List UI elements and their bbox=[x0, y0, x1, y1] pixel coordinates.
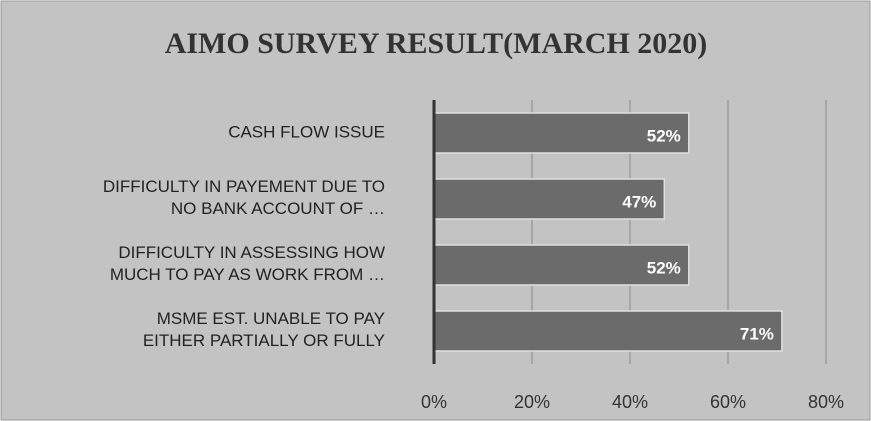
y-tick-label: CASH FLOW ISSUE bbox=[228, 122, 385, 141]
x-tick-label: 0% bbox=[421, 392, 447, 412]
y-tick-label: DIFFICULTY IN ASSESSING HOW MUCH TO PAY A… bbox=[110, 243, 385, 284]
x-tick-label: 40% bbox=[612, 392, 648, 412]
y-tick-label: MSME EST. UNABLE TO PAY EITHER PARTIALLY … bbox=[143, 309, 385, 350]
bar bbox=[433, 112, 690, 154]
value-label: 47% bbox=[622, 192, 656, 211]
bar bbox=[433, 244, 690, 286]
value-label: 71% bbox=[740, 324, 774, 343]
value-label: 52% bbox=[647, 126, 681, 145]
x-tick-label: 60% bbox=[710, 392, 746, 412]
y-tick-label: DIFFICULTY IN PAYEMENT DUE TO NO BANK ACC… bbox=[103, 177, 385, 218]
bar bbox=[433, 178, 666, 220]
value-label: 52% bbox=[647, 258, 681, 277]
x-tick-label: 80% bbox=[808, 392, 844, 412]
bar bbox=[433, 310, 783, 352]
chart-title: AIMO SURVEY RESULT(MARCH 2020) bbox=[165, 27, 708, 60]
x-tick-label: 20% bbox=[514, 392, 550, 412]
